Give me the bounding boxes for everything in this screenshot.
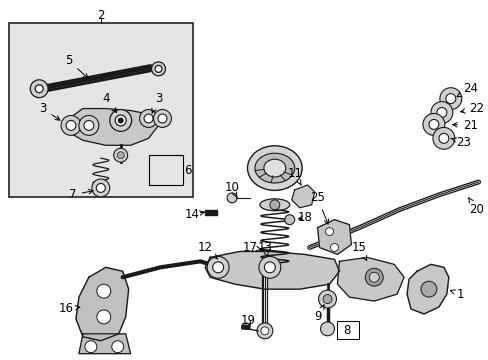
Circle shape [325,228,333,235]
Circle shape [330,243,338,251]
Bar [337,321,359,339]
Text: 3: 3 [40,102,60,120]
Circle shape [97,310,111,324]
Circle shape [30,80,48,98]
Circle shape [422,113,444,135]
Circle shape [368,272,379,282]
Text: 9: 9 [313,305,324,323]
Circle shape [96,184,105,192]
Ellipse shape [247,146,302,190]
Text: 12: 12 [197,241,217,259]
Ellipse shape [260,199,289,211]
Circle shape [226,193,237,203]
Text: 16: 16 [59,302,80,315]
Circle shape [114,148,127,162]
Circle shape [117,152,124,159]
Circle shape [264,262,275,273]
Polygon shape [337,257,403,301]
Circle shape [139,109,157,127]
Text: 10: 10 [224,181,239,197]
Circle shape [318,290,336,308]
Text: 4: 4 [102,92,116,112]
Circle shape [84,121,94,130]
Circle shape [269,200,279,210]
Circle shape [261,327,268,335]
Circle shape [256,323,272,339]
Polygon shape [79,334,130,354]
Text: 3: 3 [152,92,162,113]
Text: 21: 21 [452,119,477,132]
Polygon shape [406,264,448,314]
Bar [9,23,193,197]
Text: 23: 23 [450,136,470,149]
Circle shape [365,268,383,286]
Polygon shape [69,109,158,145]
Circle shape [151,62,165,76]
Text: 17: 17 [242,241,261,254]
Circle shape [112,341,123,353]
Circle shape [153,109,171,127]
Circle shape [430,102,452,123]
Text: 1: 1 [449,288,464,301]
Text: 15: 15 [351,241,366,260]
Ellipse shape [264,159,285,177]
Circle shape [323,294,331,303]
Text: 11: 11 [286,167,302,185]
Text: 6: 6 [184,163,192,176]
Polygon shape [205,251,339,289]
Circle shape [109,109,131,131]
Circle shape [118,117,123,123]
Bar [205,210,217,215]
Bar [241,325,249,329]
Circle shape [79,116,99,135]
Text: 14: 14 [184,208,204,221]
Circle shape [61,116,81,135]
Circle shape [144,114,153,123]
Circle shape [436,108,446,117]
Text: 7: 7 [69,188,93,201]
Text: 20: 20 [468,198,483,216]
Polygon shape [76,267,128,341]
Circle shape [258,256,280,278]
Circle shape [85,341,97,353]
Bar [148,155,183,185]
Circle shape [320,322,334,336]
Polygon shape [317,220,351,255]
Text: 8: 8 [343,324,350,337]
Circle shape [439,88,461,109]
Circle shape [207,256,228,278]
Text: 25: 25 [309,192,328,224]
Circle shape [438,133,448,143]
Ellipse shape [254,153,294,183]
Text: 5: 5 [65,54,88,78]
Circle shape [155,66,162,72]
Circle shape [212,262,223,273]
Circle shape [35,85,43,93]
Circle shape [432,127,454,149]
Circle shape [97,284,111,298]
Circle shape [92,179,109,197]
Circle shape [420,281,436,297]
Circle shape [445,94,455,104]
Circle shape [115,115,126,126]
Text: 13: 13 [257,241,272,257]
Text: 2: 2 [97,9,104,22]
Text: 19: 19 [240,314,255,327]
Text: 24: 24 [456,82,477,97]
Text: 18: 18 [297,211,311,224]
Circle shape [158,114,166,123]
Polygon shape [291,185,314,208]
Circle shape [428,120,438,129]
Circle shape [284,215,294,225]
Text: 22: 22 [460,102,483,115]
Circle shape [66,121,76,130]
